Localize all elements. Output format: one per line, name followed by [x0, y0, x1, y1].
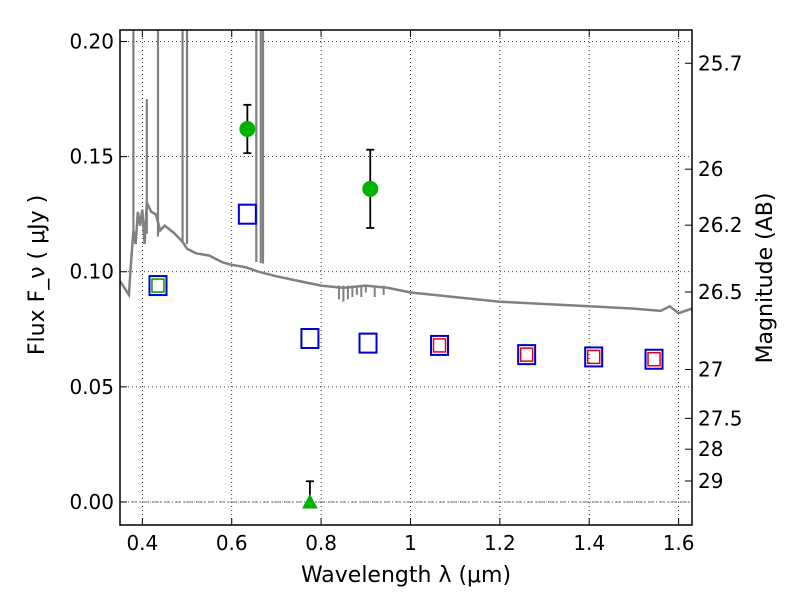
x-tick-label: 1.6 [663, 531, 695, 555]
y-axis-ticks: 0.00 0.05 0.10 0.15 0.20 [69, 30, 127, 514]
upper-limit-marker [302, 493, 318, 509]
spectrum-line [118, 197, 693, 315]
x-tick-label: 1 [404, 531, 417, 555]
y-tick-label: 0.00 [69, 490, 114, 514]
magnitude-tick-label: 27 [698, 357, 723, 381]
magnitude-tick-label: 28 [698, 437, 723, 461]
magnitude-axis-label: Magnitude (AB) [753, 193, 778, 364]
grid-lines [120, 30, 692, 525]
photometry-markers [148, 103, 664, 509]
model-flux-square [151, 278, 165, 293]
model-flux-square [430, 334, 450, 356]
magnitude-tick-label: 29 [698, 469, 723, 493]
x-tick-label: 0.4 [126, 531, 158, 555]
magnitude-tick-label: 26 [698, 157, 723, 181]
x-tick-label: 1.2 [484, 531, 516, 555]
plot-border [119, 29, 693, 526]
magnitude-tick-label: 27.5 [698, 406, 743, 430]
model-flux-square [432, 338, 447, 353]
model-flux-square [647, 351, 661, 367]
x-tick-label: 0.8 [305, 531, 337, 555]
model-flux-square [300, 328, 320, 350]
observed-flux-point [239, 121, 256, 137]
observed-flux-point [362, 180, 379, 197]
y-axis-label: Flux F_ν ( μJy ) [25, 195, 50, 355]
model-flux-square [584, 346, 604, 368]
model-flux-square [148, 275, 168, 297]
model-flux-square [519, 347, 534, 362]
y-tick-label: 0.10 [69, 260, 114, 284]
magnitude-tick-label: 26.2 [698, 213, 743, 237]
y-tick-label: 0.20 [69, 30, 114, 54]
magnitude-tick-label: 26.5 [698, 280, 743, 304]
x-axis-ticks: 0.4 0.6 0.8 1 1.2 1.4 1.6 [126, 30, 695, 555]
x-tick-label: 1.4 [573, 531, 605, 555]
y-tick-label: 0.05 [69, 375, 114, 399]
magnitude-tick-label: 25.7 [698, 51, 743, 75]
plot-frame [119, 29, 693, 526]
magnitude-axis-ticks: 25.7 26 26.2 26.5 27 27.5 28 29 [685, 51, 743, 493]
model-flux-square [644, 348, 664, 370]
model-flux-square [358, 332, 378, 354]
x-tick-label: 0.6 [216, 531, 248, 555]
x-axis-label: Wavelength λ (μm) [301, 563, 511, 588]
model-flux-square [586, 349, 601, 365]
model-flux-square [237, 203, 257, 225]
y-tick-label: 0.15 [69, 145, 114, 169]
model-spectrum [118, 30, 693, 315]
model-flux-square [517, 344, 537, 366]
